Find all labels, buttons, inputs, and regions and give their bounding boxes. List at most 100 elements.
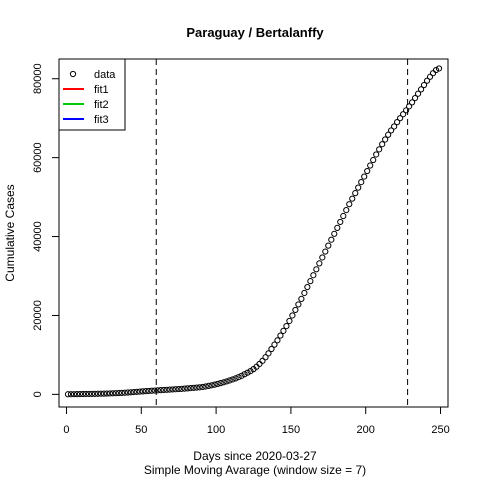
- data-point: [340, 212, 347, 220]
- legend-label: data: [94, 69, 116, 81]
- data-point: [115, 389, 122, 397]
- data-point: [79, 390, 87, 398]
- data-point: [406, 103, 413, 110]
- data-point: [94, 390, 102, 397]
- data-point: [118, 389, 125, 396]
- data-point: [307, 278, 314, 285]
- data-point: [259, 357, 266, 364]
- data-point: [142, 388, 149, 395]
- data-point: [139, 388, 146, 395]
- data-point: [358, 179, 365, 186]
- y-tick-label: 60000: [32, 142, 44, 173]
- y-tick-label: 0: [32, 391, 44, 397]
- data-point: [388, 127, 395, 134]
- data-point: [432, 66, 440, 74]
- data-point: [178, 385, 185, 392]
- legend-label: fit2: [94, 99, 109, 111]
- data-point: [414, 90, 422, 97]
- data-point: [232, 375, 239, 382]
- data-point: [370, 156, 377, 164]
- x-axis: 0 50 100 150 200 250: [63, 406, 450, 436]
- data-point: [241, 371, 248, 378]
- data-point: [265, 350, 272, 357]
- data-point: [91, 390, 99, 397]
- data-point: [376, 146, 383, 153]
- data-point: [391, 123, 398, 130]
- data-point: [373, 151, 380, 158]
- y-tick-label: 80000: [32, 63, 44, 94]
- x-axis-sublabel: Simple Moving Avarage (window size = 7): [144, 463, 366, 477]
- data-point: [169, 386, 176, 393]
- data-point: [283, 323, 290, 330]
- data-point: [313, 266, 320, 273]
- data-point: [133, 388, 140, 395]
- data-point: [196, 384, 203, 391]
- data-point: [208, 382, 215, 389]
- data-point: [121, 389, 128, 396]
- data-point: [154, 387, 161, 394]
- data-point: [346, 201, 353, 208]
- data-point: [274, 337, 281, 344]
- data-point: [112, 390, 119, 397]
- x-tick-label: 150: [282, 424, 300, 436]
- data-point: [106, 390, 113, 397]
- y-axis: 0 20000 40000 60000 80000: [32, 63, 60, 397]
- data-point: [187, 385, 194, 392]
- data-point: [100, 390, 107, 397]
- data-point: [67, 391, 75, 398]
- data-point: [88, 390, 96, 398]
- data-point: [295, 301, 302, 308]
- data-point: [364, 167, 371, 175]
- data-point: [82, 390, 90, 398]
- data-point: [130, 388, 137, 396]
- data-point: [160, 386, 167, 394]
- data-point: [190, 384, 197, 391]
- data-point: [64, 391, 72, 398]
- data-point: [352, 190, 359, 197]
- data-point: [199, 383, 206, 391]
- legend-label: fit1: [94, 84, 109, 96]
- data-point: [211, 381, 218, 388]
- data-point: [367, 162, 374, 169]
- data-point: [244, 369, 251, 376]
- data-point: [301, 289, 308, 297]
- data-point: [103, 390, 110, 397]
- legend: data fit1 fit2 fit3: [58, 58, 126, 131]
- data-point: [435, 65, 443, 72]
- data-point: [76, 390, 84, 398]
- data-point: [262, 354, 269, 361]
- chart-title: Paraguay / Bertalanffy: [186, 25, 324, 40]
- data-point: [382, 136, 389, 143]
- x-axis-label: Days since 2020-03-27: [193, 449, 317, 463]
- data-point: [220, 379, 227, 386]
- data-point: [343, 207, 350, 214]
- data-point: [85, 390, 93, 398]
- data-point: [322, 248, 329, 255]
- data-point: [403, 107, 410, 114]
- data-point: [337, 218, 344, 226]
- data-point: [334, 224, 341, 231]
- data-point: [310, 272, 317, 279]
- data-point: [400, 111, 407, 118]
- data-point: [73, 391, 81, 398]
- data-point: [361, 173, 368, 180]
- data-point: [136, 388, 143, 395]
- legend-label: fit3: [94, 114, 109, 126]
- data-point: [385, 131, 392, 138]
- data-point: [148, 387, 155, 394]
- data-point: [426, 73, 434, 80]
- data-point: [331, 230, 338, 237]
- data-point: [316, 260, 323, 267]
- data-point: [109, 390, 116, 397]
- data-point: [151, 387, 158, 394]
- data-point: [397, 115, 404, 122]
- data-point: [184, 385, 191, 392]
- data-point: [223, 378, 230, 385]
- data-point: [145, 387, 152, 395]
- data-point: [411, 94, 419, 102]
- y-axis-label: Cumulative Cases: [3, 184, 17, 281]
- data-point: [124, 389, 131, 396]
- data-point: [175, 385, 182, 393]
- data-point: [226, 377, 233, 384]
